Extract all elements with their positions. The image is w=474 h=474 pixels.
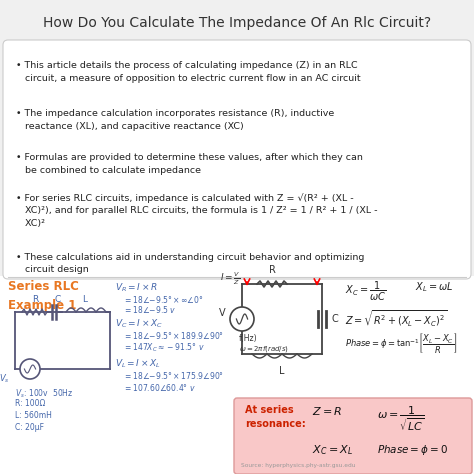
Circle shape [230, 307, 254, 331]
Text: $Z = R$: $Z = R$ [312, 405, 342, 417]
Text: $X_L = \omega L$: $X_L = \omega L$ [415, 280, 453, 294]
Text: $Phase = \phi = \tan^{-1}\!\left[\dfrac{X_L - X_C}{R}\right]$: $Phase = \phi = \tan^{-1}\!\left[\dfrac{… [345, 332, 457, 356]
Text: $= 18\angle{-9.5°} \times 175.9\angle{90°}$: $= 18\angle{-9.5°} \times 175.9\angle{90… [123, 370, 224, 381]
Text: $V_s$: 100v  50Hz: $V_s$: 100v 50Hz [15, 387, 73, 400]
Text: • This article details the process of calculating impedance (Z) in an RLC
   cir: • This article details the process of ca… [16, 61, 361, 82]
Text: L: 560mH: L: 560mH [15, 411, 52, 420]
FancyBboxPatch shape [0, 276, 474, 474]
Text: $X_C = \dfrac{1}{\omega C}$: $X_C = \dfrac{1}{\omega C}$ [345, 280, 386, 303]
Text: Source: hyperphysics.phy-astr.gsu.edu: Source: hyperphysics.phy-astr.gsu.edu [241, 463, 356, 468]
Text: $V_s$: $V_s$ [0, 373, 10, 385]
Circle shape [20, 359, 40, 379]
Text: At series
resonance:: At series resonance: [245, 405, 306, 429]
FancyBboxPatch shape [234, 398, 472, 474]
Text: $= 107.60\angle{60.4°}\ v$: $= 107.60\angle{60.4°}\ v$ [123, 382, 196, 393]
Text: $= 147 X_C \approx -91.5°\ v$: $= 147 X_C \approx -91.5°\ v$ [123, 342, 205, 355]
Text: $\omega = \dfrac{1}{\sqrt{LC}}$: $\omega = \dfrac{1}{\sqrt{LC}}$ [377, 405, 425, 433]
Text: R: 100Ω: R: 100Ω [15, 399, 46, 408]
Text: $Phase = \phi = 0$: $Phase = \phi = 0$ [377, 443, 448, 457]
Text: $\omega = 2\pi f(rad/s)$: $\omega = 2\pi f(rad/s)$ [239, 344, 289, 354]
Text: How Do You Calculate The Impedance Of An Rlc Circuit?: How Do You Calculate The Impedance Of An… [43, 16, 431, 30]
Text: C: C [55, 295, 61, 304]
Text: • The impedance calculation incorporates resistance (R), inductive
   reactance : • The impedance calculation incorporates… [16, 109, 334, 130]
Text: $I = \frac{V}{Z}$: $I = \frac{V}{Z}$ [220, 271, 240, 287]
Text: • These calculations aid in understanding circuit behavior and optimizing
   cir: • These calculations aid in understandin… [16, 253, 365, 274]
Text: $= 18\angle{-9.5°} \times 189.9\angle{90°}$: $= 18\angle{-9.5°} \times 189.9\angle{90… [123, 330, 224, 341]
Text: $V_L = I \times X_L$: $V_L = I \times X_L$ [115, 358, 161, 371]
Text: R: R [269, 265, 275, 275]
Text: L: L [279, 366, 285, 376]
Text: $= 18\angle{-9.5°} \times \infty\angle{0°}$: $= 18\angle{-9.5°} \times \infty\angle{0… [123, 294, 204, 305]
Text: V: V [219, 308, 226, 318]
Text: $Z = \sqrt{R^2 + (X_L - X_C)^2}$: $Z = \sqrt{R^2 + (X_L - X_C)^2}$ [345, 308, 447, 328]
Text: C: C [332, 314, 339, 324]
Text: $V_R = I \times R$: $V_R = I \times R$ [115, 282, 158, 294]
FancyBboxPatch shape [3, 40, 471, 279]
Text: • Formulas are provided to determine these values, after which they can
   be co: • Formulas are provided to determine the… [16, 153, 363, 174]
Text: R: R [32, 295, 38, 304]
Text: C: 20μF: C: 20μF [15, 423, 44, 432]
Text: L: L [82, 295, 88, 304]
Text: $X_C = X_L$: $X_C = X_L$ [312, 443, 353, 457]
Text: • For series RLC circuits, impedance is calculated with Z = √(R² + (XL -
   XC)²: • For series RLC circuits, impedance is … [16, 193, 377, 228]
Text: Series RLC
Example 1: Series RLC Example 1 [8, 280, 79, 312]
Text: $V_C = I \times X_C$: $V_C = I \times X_C$ [115, 318, 163, 330]
Text: $= 18\angle{-9.5}\ v$: $= 18\angle{-9.5}\ v$ [123, 304, 176, 315]
Text: f(Hz): f(Hz) [239, 334, 258, 343]
